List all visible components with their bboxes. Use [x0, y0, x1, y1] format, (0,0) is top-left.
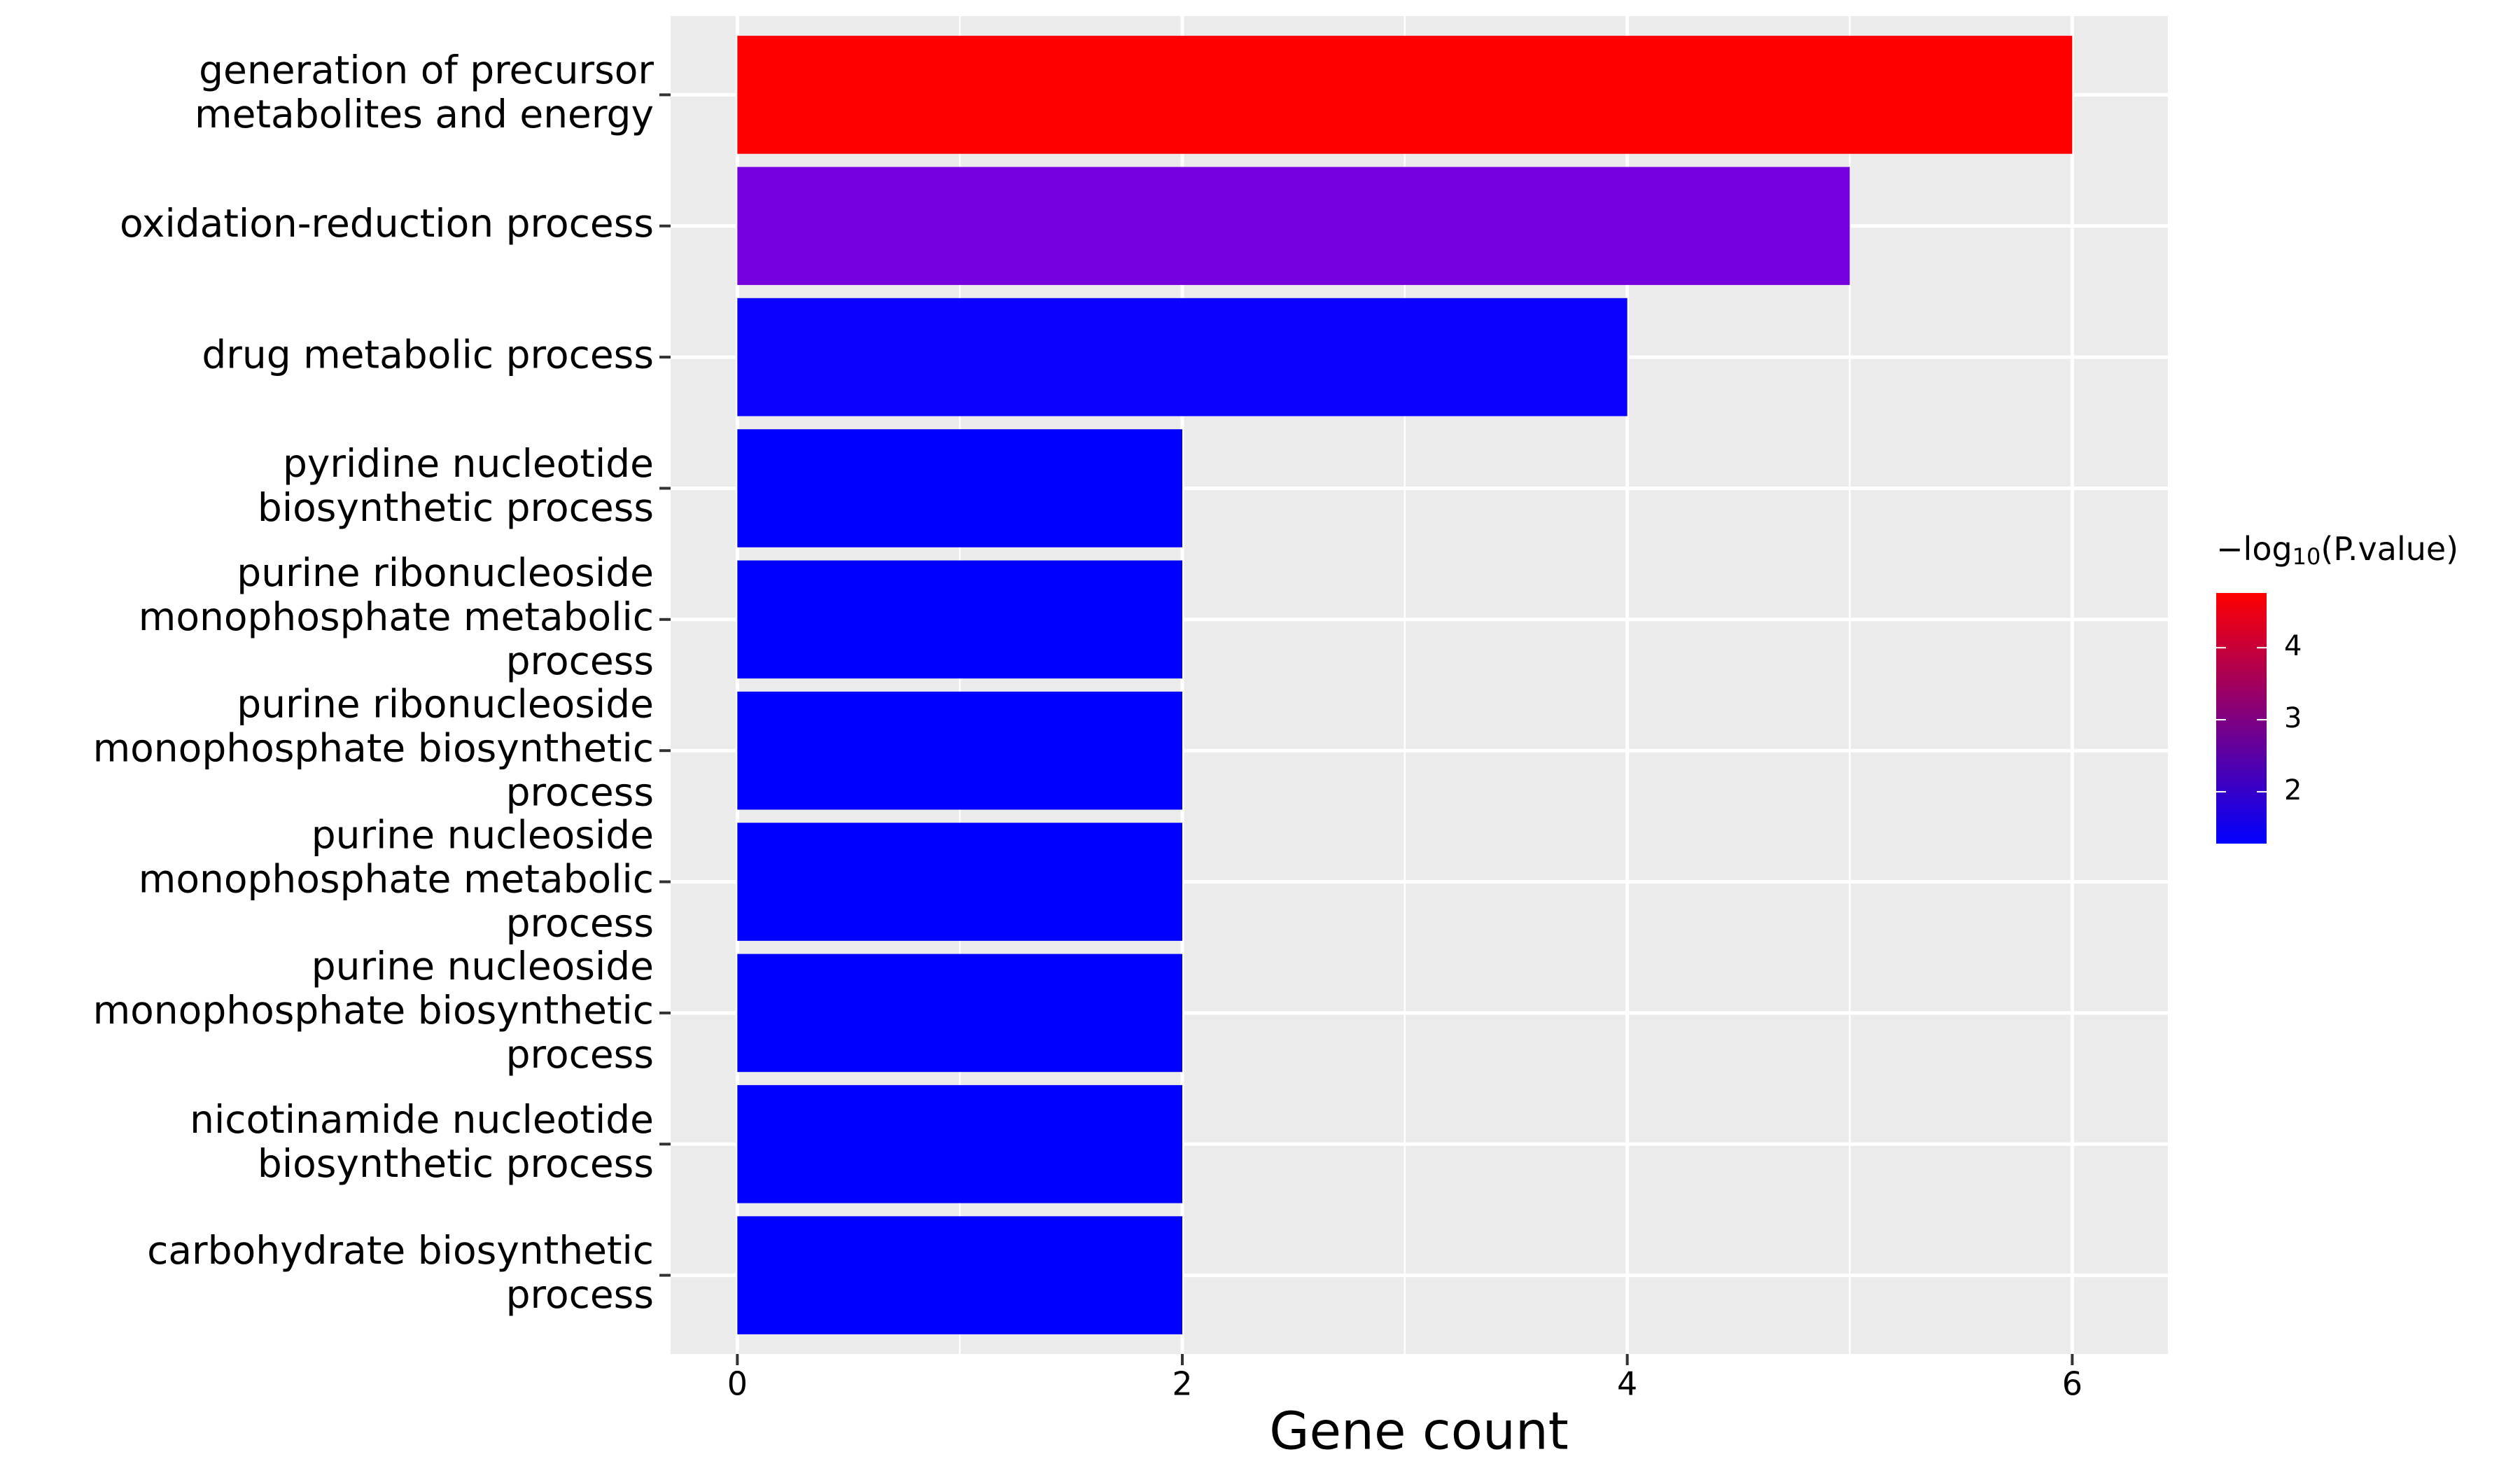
y-tick-label: purine nucleoside: [312, 944, 654, 989]
colorbar: [2216, 593, 2267, 844]
bar: [737, 36, 2073, 154]
y-tick-label: carbohydrate biosynthetic: [147, 1228, 654, 1273]
colorbar-tick-label: 4: [2284, 630, 2302, 662]
legend-title: −log10(P.value): [2216, 530, 2458, 571]
bar: [737, 429, 1183, 547]
colorbar-tick-label: 2: [2284, 774, 2302, 807]
y-tick-label: metabolites and energy: [195, 92, 654, 137]
y-tick-label: process: [506, 1272, 654, 1317]
bar: [737, 954, 1183, 1073]
y-tick-label: process: [506, 901, 654, 946]
y-tick-label: oxidation-reduction process: [120, 201, 654, 246]
x-tick-label: 4: [1617, 1365, 1637, 1403]
bar: [737, 167, 1850, 286]
bar: [737, 560, 1183, 679]
y-tick-label: purine nucleoside: [312, 813, 654, 858]
y-tick-label: purine ribonucleoside: [237, 681, 654, 726]
y-tick-label: monophosphate metabolic: [139, 857, 654, 902]
bar: [737, 298, 1628, 417]
bar: [737, 691, 1183, 810]
x-tick-label: 6: [2062, 1365, 2082, 1403]
y-tick-label: process: [506, 638, 654, 683]
y-tick-label: process: [506, 769, 654, 814]
y-tick-label: nicotinamide nucleotide: [190, 1097, 654, 1142]
y-tick-label: biosynthetic process: [258, 485, 654, 530]
legend-title-part: −log: [2216, 530, 2292, 568]
x-tick-label: 0: [727, 1365, 748, 1403]
y-tick-label: monophosphate biosynthetic: [93, 988, 654, 1033]
bar: [737, 1216, 1183, 1334]
bar: [737, 1084, 1183, 1203]
legend-title-sub: 10: [2292, 543, 2321, 570]
x-tick-label: 2: [1172, 1365, 1192, 1403]
y-tick-label: purine ribonucleoside: [237, 550, 654, 595]
legend-title-part: (P.value): [2320, 530, 2458, 568]
y-tick-label: biosynthetic process: [258, 1141, 654, 1186]
y-tick-label: pyridine nucleotide: [283, 441, 654, 486]
y-tick-label: drug metabolic process: [202, 332, 654, 377]
x-axis-title: Gene count: [1269, 1402, 1569, 1462]
bar: [737, 823, 1183, 941]
y-tick-label: monophosphate biosynthetic: [93, 725, 654, 770]
y-tick-label: monophosphate metabolic: [139, 594, 654, 639]
y-tick-label: process: [506, 1032, 654, 1077]
colorbar-tick-label: 3: [2284, 702, 2302, 734]
y-tick-label: generation of precursor: [199, 48, 654, 92]
